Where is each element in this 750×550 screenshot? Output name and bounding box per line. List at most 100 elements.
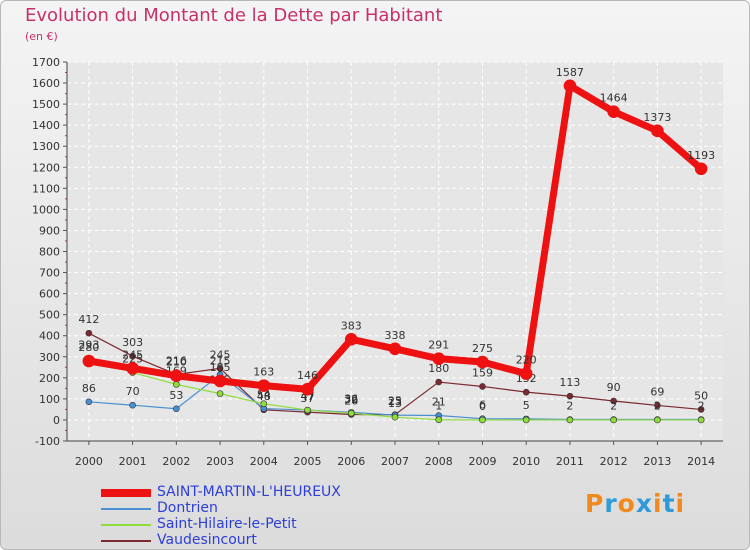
data-label: 36 — [344, 392, 358, 405]
data-point — [173, 405, 180, 413]
data-label: 1193 — [687, 149, 715, 162]
x-tick-label: 2000 — [75, 455, 103, 468]
data-label: 185 — [210, 361, 231, 374]
y-tick-label: 1100 — [32, 182, 60, 195]
data-label: 26 — [344, 394, 358, 407]
x-tick-label: 2003 — [206, 455, 234, 468]
data-point — [697, 416, 705, 424]
data-point — [651, 124, 664, 138]
logo-letter: o — [617, 489, 636, 518]
data-label: 163 — [253, 366, 274, 379]
logo-letter: x — [635, 489, 653, 518]
data-point — [129, 401, 136, 409]
data-point — [522, 388, 530, 396]
y-tick-label: 100 — [39, 393, 60, 406]
data-label: 25 — [388, 395, 402, 408]
y-tick-label: 700 — [39, 267, 60, 280]
x-tick-label: 2010 — [512, 455, 540, 468]
data-point — [654, 402, 661, 409]
y-tick-label: 1700 — [32, 56, 60, 69]
x-tick-label: 2006 — [337, 455, 365, 468]
data-label: 53 — [169, 389, 183, 402]
data-point — [607, 105, 620, 118]
data-label: 21 — [432, 396, 446, 409]
data-point — [432, 352, 446, 365]
x-tick-label: 2012 — [600, 455, 628, 468]
y-tick-label: 900 — [39, 224, 60, 237]
data-point — [85, 329, 93, 337]
y-tick-label: 1300 — [32, 140, 60, 153]
data-label: 275 — [472, 342, 493, 355]
x-tick-label: 2001 — [119, 455, 147, 468]
data-point — [257, 379, 271, 392]
data-label: 69 — [650, 385, 664, 398]
proxiti-logo: Proxiti — [585, 489, 685, 518]
data-point — [479, 416, 486, 424]
x-tick-label: 2013 — [643, 455, 671, 468]
chart-title: Evolution du Montant de la Dette par Hab… — [25, 5, 443, 26]
data-label: 383 — [341, 319, 362, 332]
data-label: 280 — [78, 341, 99, 354]
y-tick-label: 500 — [39, 309, 60, 322]
data-label: 13 — [388, 397, 402, 410]
data-label: 215 — [210, 355, 231, 368]
data-point — [170, 369, 183, 383]
y-tick-label: 1600 — [32, 77, 60, 90]
legend-swatch — [101, 508, 151, 510]
data-point — [85, 398, 93, 406]
data-point — [126, 362, 139, 375]
legend-label: SAINT-MARTIN-L'HEUREUX — [157, 484, 341, 500]
y-tick-label: -100 — [35, 435, 60, 448]
data-point — [610, 397, 617, 405]
legend-item-vaudesincourt: Vaudesincourt — [101, 532, 361, 549]
logo-letter: r — [604, 489, 618, 518]
data-label: 225 — [122, 353, 143, 366]
legend-item-saint-martin: SAINT-MARTIN-L'HEUREUX — [101, 484, 361, 501]
data-point — [610, 416, 617, 424]
legend-item-saint-hilaire: Saint-Hilaire-le-Petit — [101, 516, 361, 533]
y-tick-label: 1000 — [32, 203, 60, 216]
data-label: 48 — [257, 390, 271, 403]
x-tick-label: 2011 — [556, 455, 584, 468]
data-point — [435, 378, 443, 386]
data-point — [216, 365, 224, 372]
data-label: 245 — [210, 348, 231, 361]
data-point — [260, 400, 268, 408]
data-label: 6 — [479, 399, 486, 412]
data-label: 338 — [385, 329, 406, 342]
data-label: 216 — [166, 354, 187, 367]
data-point — [347, 409, 355, 417]
data-point — [563, 79, 577, 93]
data-label: 293 — [78, 338, 99, 351]
data-label: 37 — [301, 392, 315, 405]
legend-item-dontrien: Dontrien — [101, 500, 361, 517]
data-point — [173, 381, 180, 388]
data-label: 54 — [257, 389, 271, 402]
data-label: 32 — [344, 393, 358, 406]
data-label: 412 — [78, 313, 99, 326]
y-tick-label: 200 — [39, 372, 60, 385]
y-tick-label: 1400 — [32, 119, 60, 132]
data-label: 86 — [82, 382, 96, 395]
data-point — [216, 390, 224, 397]
legend-label: Dontrien — [157, 500, 218, 516]
x-tick-label: 2014 — [687, 455, 715, 468]
data-label: 23 — [388, 395, 402, 408]
legend-swatch — [101, 524, 151, 526]
data-point — [479, 383, 486, 390]
data-point — [129, 352, 136, 360]
data-point — [213, 374, 227, 388]
x-tick-label: 2007 — [381, 455, 409, 468]
x-tick-label: 2005 — [294, 455, 322, 468]
logo-letter: P — [585, 489, 605, 518]
data-point — [522, 416, 530, 424]
data-label: 180 — [428, 362, 449, 375]
data-label: 1587 — [556, 66, 584, 79]
x-tick-label: 2008 — [425, 455, 453, 468]
x-tick-label: 2004 — [250, 455, 278, 468]
logo-letter: i — [653, 489, 663, 518]
data-label: 245 — [122, 348, 143, 361]
legend-label: Vaudesincourt — [157, 532, 257, 548]
